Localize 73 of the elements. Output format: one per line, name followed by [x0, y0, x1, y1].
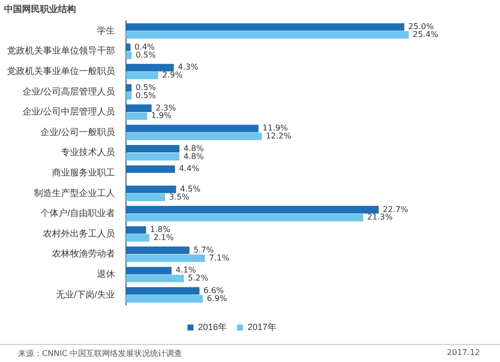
bar — [126, 132, 262, 140]
bar — [126, 72, 158, 80]
bar — [126, 266, 172, 274]
bar — [126, 145, 180, 153]
source-note: 来源：CNNIC 中国互联网络发展状况统计调查 — [18, 348, 182, 359]
y-tick-label: 专业技术人员 — [61, 147, 115, 158]
data-label: 4.8% — [183, 152, 204, 161]
bar — [126, 234, 150, 242]
y-tick-label: 无业/下岗/失业 — [56, 289, 115, 300]
bar — [126, 51, 132, 59]
text: 中国网民职业结构 — [4, 4, 76, 14]
bar — [126, 112, 148, 120]
bar — [126, 246, 190, 254]
data-label: 0.5% — [136, 50, 156, 60]
data-label: 2.9% — [162, 70, 184, 80]
data-label: 3.5% — [168, 192, 190, 202]
bar — [126, 226, 146, 234]
data-label: 6.6% — [203, 286, 224, 295]
data-label: 4.8% — [183, 144, 204, 153]
bar — [126, 254, 206, 262]
data-label: 5.2% — [188, 274, 209, 283]
y-tick-label: 企业/公司高层管理人员 — [22, 86, 115, 96]
bar — [126, 295, 203, 303]
bar — [126, 64, 174, 72]
y-tick-label: 企业/公司中层管理人员 — [22, 106, 115, 117]
bar — [126, 287, 200, 295]
y-tick-label: 商业服务业职工 — [52, 168, 115, 178]
data-label: 1.9% — [151, 111, 172, 120]
bar — [126, 92, 132, 100]
bar — [126, 152, 180, 160]
bar — [126, 214, 364, 222]
y-tick-label: 党政机关事业单位一般职员 — [7, 66, 115, 76]
data-label: 2.3% — [156, 103, 176, 112]
data-label: 25.0% — [408, 22, 434, 32]
data-label: 25.4% — [412, 30, 439, 39]
data-label: 0.4% — [134, 42, 156, 52]
legend-label: 2016年 — [198, 322, 228, 332]
bar — [126, 206, 379, 214]
bar — [126, 165, 175, 173]
y-tick-label: 农林牧渔劳动者 — [52, 248, 115, 259]
data-label: 11.9% — [262, 124, 288, 133]
data-label: 0.5% — [136, 90, 156, 100]
y-tick-label: 学生 — [97, 25, 115, 36]
bar — [126, 104, 152, 112]
data-label: 4.5% — [180, 184, 201, 194]
y-tick-label: 退休 — [97, 269, 115, 280]
bar — [126, 31, 409, 39]
y-tick-label: 个体户/自由职业者 — [40, 208, 115, 218]
bar — [126, 194, 165, 202]
data-label: 12.2% — [266, 131, 292, 140]
legend-label: 2017年 — [248, 322, 277, 332]
y-tick-label: 制造生产型企业工人 — [34, 188, 115, 198]
data-label: 6.9% — [206, 294, 228, 303]
data-label: 1.8% — [150, 225, 171, 234]
y-tick-label: 企业/公司一般职员 — [40, 126, 115, 137]
bar — [126, 274, 184, 282]
y-tick-label: 农村外出务工人员 — [43, 228, 115, 238]
data-label: 22.7% — [382, 204, 409, 214]
bar — [126, 84, 132, 92]
data-label: 2.1% — [153, 232, 174, 242]
data-label: 4.1% — [176, 266, 196, 275]
data-label: 5.7% — [193, 245, 214, 254]
y-tick-label: 党政机关事业单位领导干部 — [7, 46, 115, 56]
bar — [126, 44, 130, 52]
data-label: 0.5% — [136, 82, 156, 92]
bar — [126, 186, 176, 194]
data-label: 21.3% — [367, 212, 393, 222]
data-label: 4.3% — [178, 62, 199, 72]
data-label: 7.1% — [209, 253, 230, 262]
bar — [126, 124, 258, 132]
text: 2017.12 — [446, 348, 480, 357]
data-label: 4.4% — [178, 164, 200, 174]
bar — [126, 23, 404, 31]
